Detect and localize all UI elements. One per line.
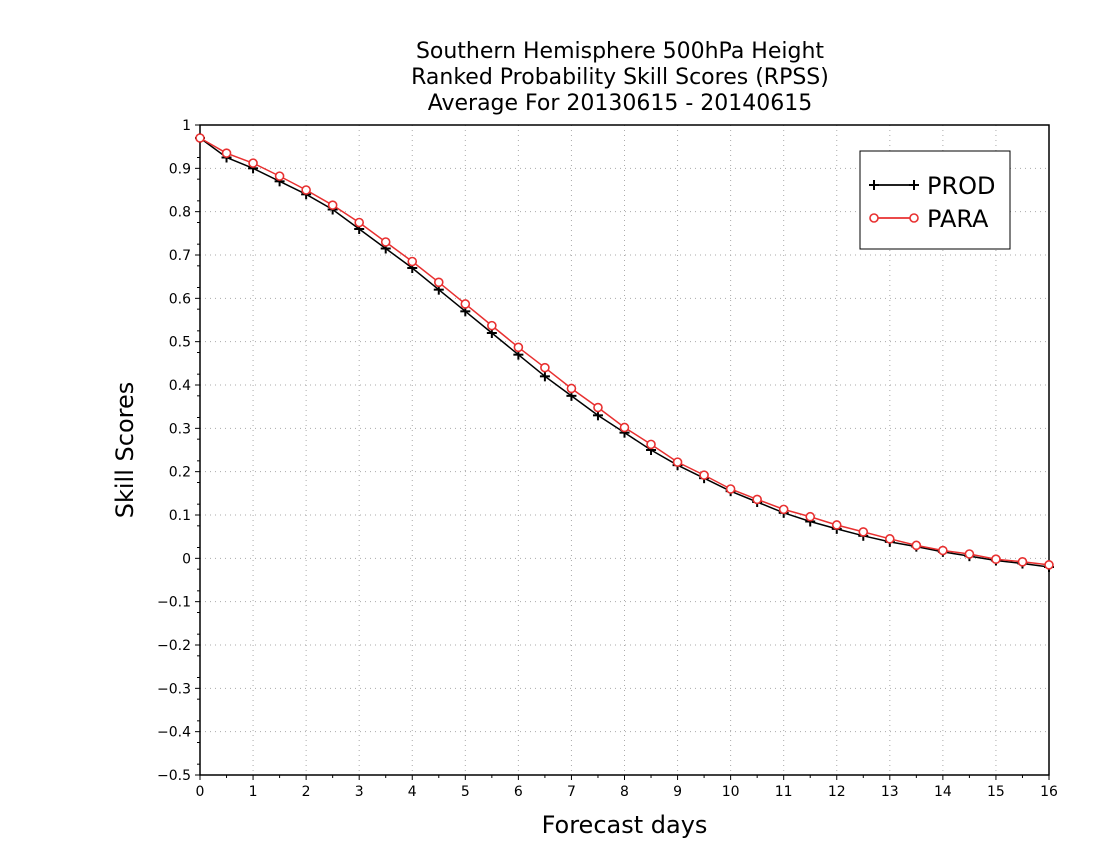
data-point-para [831,520,842,530]
chart-title: Southern Hemisphere 500hPa HeightRanked … [411,39,829,116]
x-tick-label: 13 [881,784,899,800]
chart-title-line-1: Southern Hemisphere 500hPa Height [416,39,824,64]
legend-marker [909,213,919,223]
y-tick-label: −0.1 [157,595,191,611]
chart-title-line-3: Average For 20130615 - 20140615 [428,91,813,116]
x-tick-label: 14 [934,784,952,800]
data-point-para [805,511,816,522]
legend-marker [909,180,919,190]
y-tick-label: 0.5 [169,335,191,351]
data-point-para [301,185,311,195]
legend-label: PROD [927,172,996,200]
y-tick-label: −0.5 [157,768,191,784]
data-point-para [725,484,736,494]
data-point-para [699,470,709,480]
x-tick-label: 15 [987,784,1005,800]
data-point-para [513,342,524,353]
data-point-para [1044,560,1054,570]
y-tick-label: −0.3 [157,681,191,697]
y-tick-label: −0.2 [157,638,191,654]
axis-ticks: 0 1 2 3 4 5 6 7 8 9 10 11 12 13 14 15 1610.90.80.70.60.5… [157,118,1058,800]
legend-marker [869,180,879,190]
y-tick-label: 0.4 [169,378,191,394]
x-tick-label: 10 [722,784,740,800]
x-axis-title: Forecast days [542,811,708,839]
data-point-para [433,277,444,288]
data-point-para [274,171,285,181]
chart-title-line-2: Ranked Probability Skill Scores (RPSS) [411,65,829,90]
y-tick-label: 0.3 [169,421,191,437]
y-tick-label: 0.6 [169,291,191,307]
y-tick-label: −0.4 [157,725,191,741]
data-point-para [460,299,471,309]
data-point-para [646,439,656,450]
legend-item-para: PARA [869,205,989,233]
y-tick-label: 0.1 [169,508,191,524]
data-point-para [248,158,258,168]
legend: PROD PARA [859,150,1011,250]
data-point-para [593,402,603,413]
data-series [195,133,1054,572]
data-point-para [885,534,895,544]
data-point-para [619,422,630,433]
data-point-para [752,494,762,505]
data-point-para [778,504,789,515]
data-point-para [938,545,948,556]
x-tick-label: 3 [355,784,364,800]
x-tick-label: 0 [196,784,205,800]
data-point-para [540,362,550,373]
data-point-para [858,527,869,537]
y-axis-title: Skill Scores [111,382,139,519]
y-tick-label: 0.9 [169,161,191,177]
y-tick-label: 0 [182,551,191,567]
y-tick-label: 0.8 [169,205,191,221]
data-point-para [195,133,205,143]
data-point-para [1017,556,1028,567]
data-point-para [407,256,418,267]
data-point-para [911,540,922,551]
data-point-para [487,320,497,331]
data-point-prod [539,371,550,382]
x-tick-label: 5 [461,784,470,800]
x-tick-label: 7 [567,784,576,800]
data-point-para [566,383,577,394]
x-tick-label: 6 [514,784,523,800]
x-tick-label: 9 [673,784,682,800]
x-tick-label: 4 [408,784,417,800]
x-tick-label: 2 [302,784,311,800]
y-tick-label: 0.2 [169,465,191,481]
legend-label: PARA [927,205,989,233]
data-point-para [964,549,975,559]
data-point-para [672,457,683,467]
x-tick-label: 12 [828,784,846,800]
data-point-para [354,217,364,228]
data-point-para [327,200,338,210]
x-tick-label: 11 [775,784,793,800]
data-point-para [221,148,232,158]
data-point-para [991,554,1001,565]
legend-marker [869,213,879,223]
x-tick-label: 1 [249,784,258,800]
data-point-para [380,237,391,247]
legend-box [859,150,1011,250]
y-tick-label: 0.7 [169,248,191,264]
x-tick-label: 8 [620,784,629,800]
grid-lines [200,125,1049,775]
y-tick-label: 1 [182,118,191,134]
legend-item-prod: PROD [869,172,996,200]
x-tick-label: 16 [1040,784,1058,800]
